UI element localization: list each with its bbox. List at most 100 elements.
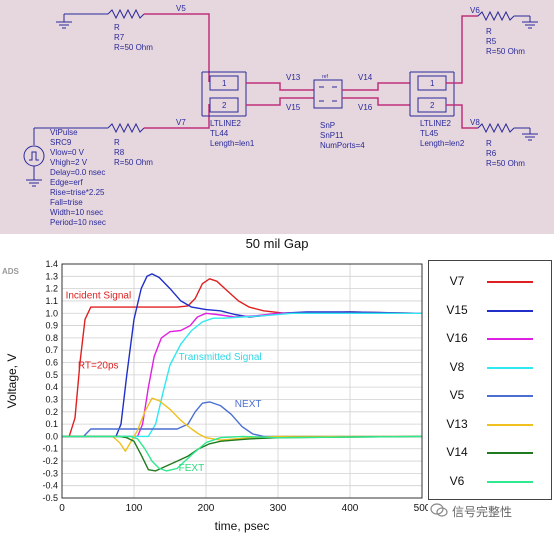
y-tick-label: -0.5	[42, 493, 58, 503]
y-tick-label: 1.2	[45, 284, 58, 294]
pulse-source-symbol	[23, 145, 45, 167]
legend-entry-v8: V8	[429, 357, 551, 379]
node-label-v16: V16	[358, 103, 373, 112]
schematic-diagram: V5 V7 V13 V15 V14 V16 V6 V8 R R7 R=50 Oh…	[0, 0, 554, 234]
tl44-port1-box	[209, 75, 239, 91]
tl44-port2: 2	[222, 101, 227, 110]
src-line0: VtPulse	[50, 128, 78, 137]
y-tick-label: 1.0	[45, 308, 58, 318]
y-tick-label: 0.3	[45, 394, 58, 404]
y-axis-label: Voltage, V	[5, 354, 19, 409]
series-line-v7	[62, 278, 423, 438]
watermark-text: 信号完整性	[452, 505, 513, 519]
y-tick-label: -0.2	[42, 456, 58, 466]
legend-entry-v14: V14	[429, 442, 551, 464]
r6-line0: R	[486, 139, 492, 148]
tl44-port2-box	[209, 97, 239, 113]
r7-line0: R	[114, 23, 120, 32]
ground-symbol	[56, 14, 72, 29]
r8-line2: R=50 Ohm	[114, 158, 153, 167]
snp-line2: NumPorts=4	[320, 141, 365, 150]
legend-entry-label: V5	[449, 388, 465, 402]
src-line8: Width=10 nsec	[50, 208, 103, 217]
node-label-v6: V6	[470, 6, 480, 15]
y-tick-label: 1.4	[45, 259, 58, 269]
y-tick-label: 0.9	[45, 321, 58, 331]
x-tick-label: 0	[59, 503, 65, 514]
annotation-label: Transmitted Signal	[179, 352, 262, 363]
legend-entry-label: V13	[446, 416, 468, 431]
tl45-line1: TL45	[420, 129, 439, 138]
snp-line1: SnP11	[320, 131, 344, 140]
tl45-port1: 1	[430, 79, 435, 88]
node-label-v5: V5	[176, 4, 186, 13]
src-line5: Edge=erf	[50, 178, 83, 187]
y-tick-label: -0.4	[42, 481, 58, 491]
legend-entry-label: V8	[449, 359, 465, 374]
tl44-line0: LTLINE2	[210, 119, 242, 128]
resistor-r5	[477, 10, 515, 22]
legend-swatch	[487, 423, 533, 426]
x-tick-label: 400	[342, 503, 359, 514]
x-axis-label: time, psec	[215, 519, 270, 533]
r5-line1: R5	[486, 37, 497, 46]
annotation-label: FEXT	[179, 463, 205, 474]
resistor-r8	[107, 122, 145, 134]
legend-swatch	[487, 452, 533, 454]
tl45-line0: LTLINE2	[420, 119, 452, 128]
series-line-v16	[62, 312, 422, 438]
y-tick-label: 0.2	[45, 407, 58, 417]
r7-line1: R7	[114, 33, 125, 42]
snp-block	[313, 79, 343, 109]
corner-label: ADS	[2, 267, 20, 276]
r6-line1: R6	[486, 149, 497, 158]
x-tick-label: 100	[126, 503, 143, 514]
legend-swatch	[487, 338, 533, 340]
series-line-v14	[62, 435, 423, 472]
y-tick-label: 0.7	[45, 345, 58, 355]
legend-entry-v16: V16	[429, 328, 551, 350]
legend-swatch	[487, 480, 533, 483]
legend-entry-label: V15	[446, 302, 468, 317]
snp-ref: ref	[322, 74, 328, 80]
annotations: Incident Signal RT=20ps Transmitted Signal…	[66, 290, 262, 473]
gap-title: 50 mil Gap	[245, 236, 309, 251]
legend-entry-label: V6	[449, 473, 465, 488]
node-label-v13: V13	[286, 73, 301, 82]
legend-swatch	[487, 366, 533, 369]
annotation-label: RT=20ps	[78, 361, 119, 372]
src-line3: Vhigh=2 V	[50, 158, 88, 167]
legend-entry-v13: V13	[429, 414, 551, 436]
src-line6: Rise=trise*2.25	[50, 188, 105, 197]
x-tick-label: 300	[270, 503, 287, 514]
snp-line0: SnP	[320, 121, 335, 130]
x-tick-label: 200	[198, 503, 215, 514]
resistor-r7	[107, 8, 145, 20]
tl45-line2: Length=len2	[420, 139, 465, 148]
node-label-v7: V7	[176, 118, 186, 127]
r6-line2: R=50 Ohm	[486, 159, 525, 168]
y-tick-label: 0.4	[45, 382, 58, 392]
tl44-line1: TL44	[210, 129, 229, 138]
legend-entry-v6: V6	[429, 471, 551, 493]
legend-entry-label: V14	[446, 445, 468, 459]
y-tick-label: 0.5	[45, 370, 58, 380]
src-line1: SRC9	[50, 138, 72, 147]
r8-line0: R	[114, 138, 120, 147]
wechat-icon	[430, 502, 448, 518]
resistor-r6	[477, 122, 515, 134]
y-tick-label: 1.3	[45, 271, 58, 281]
legend-entry-label: V7	[449, 274, 465, 288]
legend-entry-label: V16	[446, 331, 468, 345]
annotation-label: NEXT	[235, 399, 262, 410]
r5-line0: R	[486, 27, 492, 36]
r5-line2: R=50 Ohm	[486, 47, 525, 56]
tick-labels: -0.5 -0.4 -0.3 -0.2 -0.1 0.0 0.1 0.2 0.3 0.4 0.5 0.…	[42, 259, 428, 514]
series-line-v6	[62, 435, 423, 472]
tl44-port1: 1	[222, 79, 227, 88]
annotation-label: Incident Signal	[66, 290, 132, 301]
voltage-chart: Incident Signal RT=20ps Transmitted Signal…	[2, 259, 428, 533]
plot-frame	[61, 263, 423, 499]
series-line-v13	[62, 397, 422, 452]
series-lines	[62, 273, 423, 472]
